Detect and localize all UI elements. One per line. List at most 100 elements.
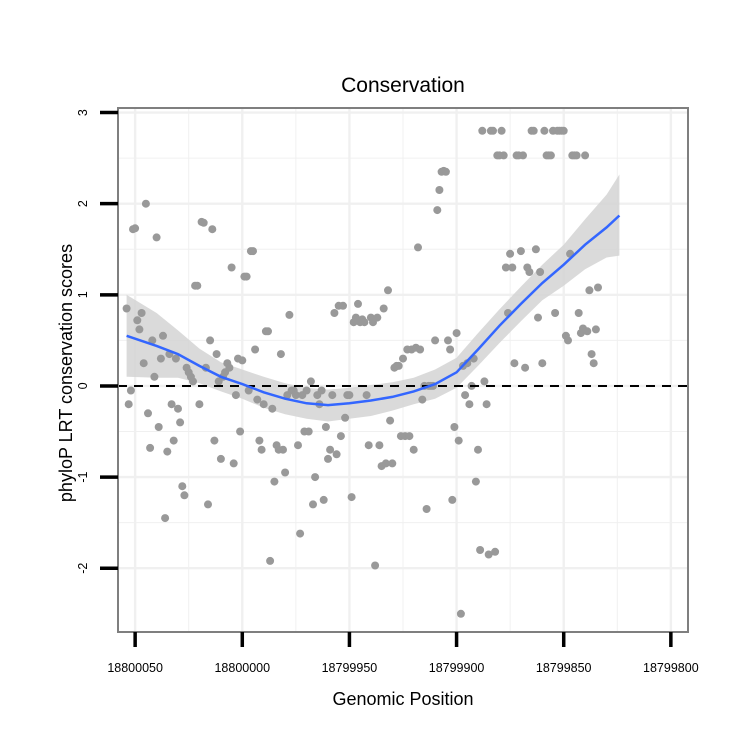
data-point bbox=[585, 286, 594, 295]
data-point bbox=[574, 309, 583, 317]
data-point bbox=[206, 336, 215, 345]
data-point bbox=[362, 391, 371, 400]
data-point bbox=[229, 459, 238, 468]
x-tick-label: 18799900 bbox=[429, 661, 485, 675]
data-point bbox=[474, 445, 482, 454]
data-point bbox=[589, 359, 598, 368]
data-point bbox=[465, 400, 474, 409]
data-point bbox=[124, 400, 133, 409]
data-point bbox=[253, 395, 262, 404]
x-tick-label: 18799800 bbox=[643, 661, 699, 675]
data-point bbox=[461, 391, 470, 400]
x-tick-label: 18800000 bbox=[214, 661, 270, 675]
data-point bbox=[238, 356, 247, 365]
data-point bbox=[388, 459, 397, 468]
data-point bbox=[497, 126, 506, 135]
data-point bbox=[379, 304, 388, 313]
data-point bbox=[146, 443, 155, 452]
data-point bbox=[456, 609, 465, 618]
data-point bbox=[296, 529, 305, 538]
data-point bbox=[276, 350, 285, 359]
plot-area bbox=[117, 107, 689, 633]
y-tick-label: 2 bbox=[76, 200, 90, 207]
data-point bbox=[212, 350, 221, 359]
data-point bbox=[364, 441, 373, 450]
data-point bbox=[306, 377, 315, 386]
data-point bbox=[178, 482, 187, 491]
y-tick-label: -1 bbox=[76, 471, 90, 482]
data-point bbox=[583, 327, 592, 336]
data-point bbox=[189, 377, 197, 386]
data-point bbox=[163, 447, 172, 456]
data-point bbox=[375, 441, 384, 450]
data-point bbox=[516, 247, 525, 256]
data-point bbox=[546, 151, 555, 160]
data-point bbox=[510, 359, 519, 368]
data-point bbox=[309, 500, 317, 509]
data-point bbox=[463, 359, 472, 368]
data-point bbox=[259, 400, 268, 409]
data-point bbox=[422, 505, 431, 513]
data-point bbox=[394, 361, 403, 370]
data-point bbox=[551, 309, 560, 317]
data-point bbox=[332, 450, 341, 459]
data-point bbox=[339, 301, 347, 310]
data-point bbox=[491, 547, 500, 556]
data-point bbox=[195, 400, 204, 409]
data-point bbox=[431, 336, 440, 345]
data-point bbox=[251, 345, 260, 354]
data-point bbox=[204, 500, 212, 509]
data-point bbox=[231, 391, 240, 400]
ribbon-band bbox=[126, 174, 620, 422]
x-tick-label: 18799850 bbox=[536, 661, 592, 675]
x-tick-label: 18799950 bbox=[322, 661, 378, 675]
data-point bbox=[519, 151, 527, 160]
data-point bbox=[482, 400, 491, 409]
data-point bbox=[581, 151, 590, 160]
y-tick-label: 1 bbox=[76, 291, 90, 298]
data-point bbox=[384, 286, 392, 295]
data-point bbox=[441, 167, 450, 176]
data-point bbox=[330, 309, 339, 317]
data-point bbox=[193, 281, 202, 290]
data-point bbox=[326, 445, 335, 454]
data-point bbox=[135, 325, 144, 334]
data-point bbox=[159, 331, 167, 340]
data-point bbox=[405, 432, 414, 441]
data-point bbox=[525, 268, 534, 276]
data-point bbox=[156, 354, 165, 363]
data-point bbox=[484, 550, 493, 559]
data-point bbox=[281, 468, 290, 477]
data-point bbox=[450, 423, 459, 431]
data-point bbox=[171, 354, 180, 363]
data-point bbox=[285, 310, 294, 319]
data-point bbox=[478, 126, 487, 135]
x-axis: 18800050 18800000 18799950 18799900 18799850… bbox=[107, 632, 699, 675]
smooth-line bbox=[126, 214, 621, 407]
data-points bbox=[122, 126, 602, 618]
data-point bbox=[471, 477, 480, 486]
data-point bbox=[169, 436, 178, 445]
data-point bbox=[341, 413, 350, 422]
data-point bbox=[328, 391, 337, 400]
data-point bbox=[227, 263, 236, 272]
data-point bbox=[399, 354, 407, 363]
data-point bbox=[154, 423, 163, 431]
y-tick-label: 3 bbox=[76, 109, 90, 116]
data-point bbox=[122, 304, 131, 313]
data-point bbox=[371, 561, 380, 570]
data-point bbox=[236, 427, 245, 436]
data-point bbox=[501, 263, 510, 272]
data-point bbox=[255, 436, 264, 445]
data-point bbox=[435, 186, 444, 194]
data-point bbox=[559, 126, 568, 135]
y-tick-label: 0 bbox=[76, 382, 90, 389]
data-point bbox=[591, 325, 600, 334]
data-point bbox=[216, 454, 225, 463]
data-point bbox=[279, 445, 287, 454]
confidence-ribbon bbox=[126, 174, 620, 422]
data-point bbox=[264, 327, 272, 336]
data-point bbox=[257, 445, 266, 454]
data-point bbox=[360, 318, 369, 327]
